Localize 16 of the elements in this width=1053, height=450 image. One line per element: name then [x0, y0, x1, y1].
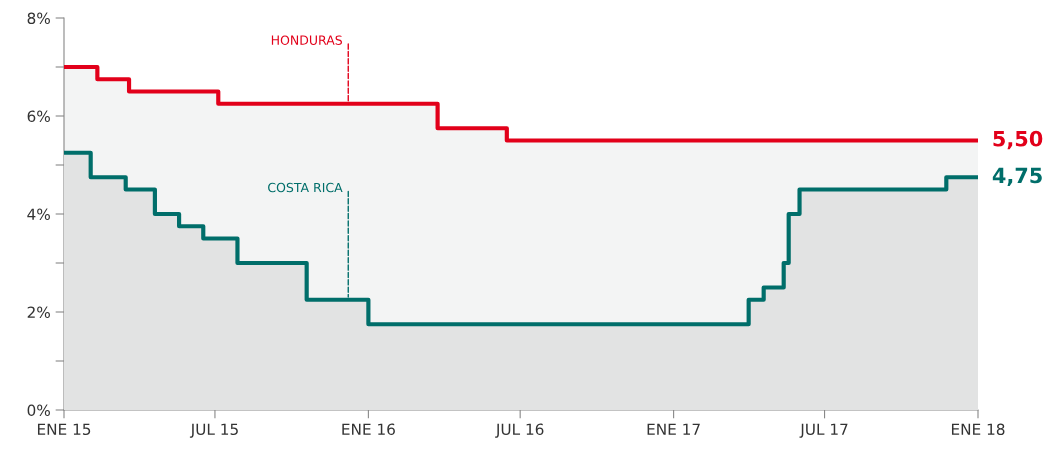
x-tick-label: ENE 18 [951, 423, 1005, 436]
data-label: 5,50 [993, 130, 1043, 150]
text: HONDURAS [271, 35, 342, 45]
x-tick-label: ENE 17 [647, 423, 700, 435]
y-tick-label: 4% [27, 208, 50, 221]
x-tick-label: JUL 16 [495, 423, 544, 438]
y-tick-label: 2% [27, 306, 50, 319]
text: COSTA RICA [268, 182, 343, 193]
x-tick-label: JUL 17 [799, 423, 848, 438]
x-tick-label: ENE 15 [37, 423, 91, 436]
y-tick-label: 0% [27, 404, 50, 417]
x-tick-label: ENE 16 [342, 423, 395, 436]
y-tick-label: 8% [27, 12, 50, 25]
y-tick-label: 6% [27, 110, 50, 123]
x-tick-label: JUL 15 [189, 423, 238, 438]
data-label: 4,75 [992, 167, 1042, 186]
